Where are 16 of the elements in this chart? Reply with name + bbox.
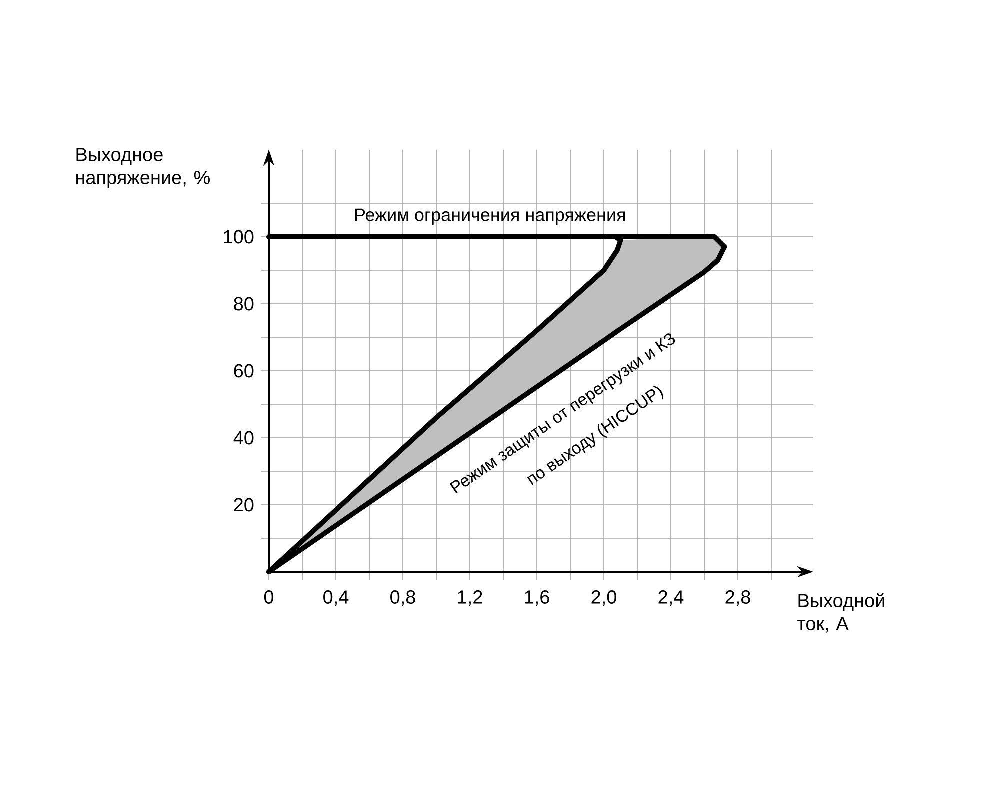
x-tick-label: 1,2: [458, 590, 482, 606]
x-tick-label: 2,4: [658, 590, 684, 606]
y-tick-label: 60: [234, 364, 254, 378]
y-tick-label: 80: [234, 297, 254, 311]
y-tick-label: 40: [234, 431, 254, 445]
y-axis-title: Выходное напряжение, %: [76, 148, 210, 188]
x-tick-label: 2,8: [726, 590, 750, 606]
x-axis-title: Выходной ток, А: [798, 593, 884, 633]
x-tick-label: 1,6: [525, 590, 550, 606]
x-tick-label: 0,8: [390, 590, 416, 606]
y-tick-label: 100: [224, 230, 254, 244]
x-tick-label: 0: [264, 590, 274, 604]
annotation: Режим ограничения напряжения: [355, 208, 626, 225]
x-tick-label: 2,0: [592, 590, 616, 606]
y-tick-label: 20: [234, 498, 254, 512]
x-tick-label: 0,4: [324, 590, 349, 606]
